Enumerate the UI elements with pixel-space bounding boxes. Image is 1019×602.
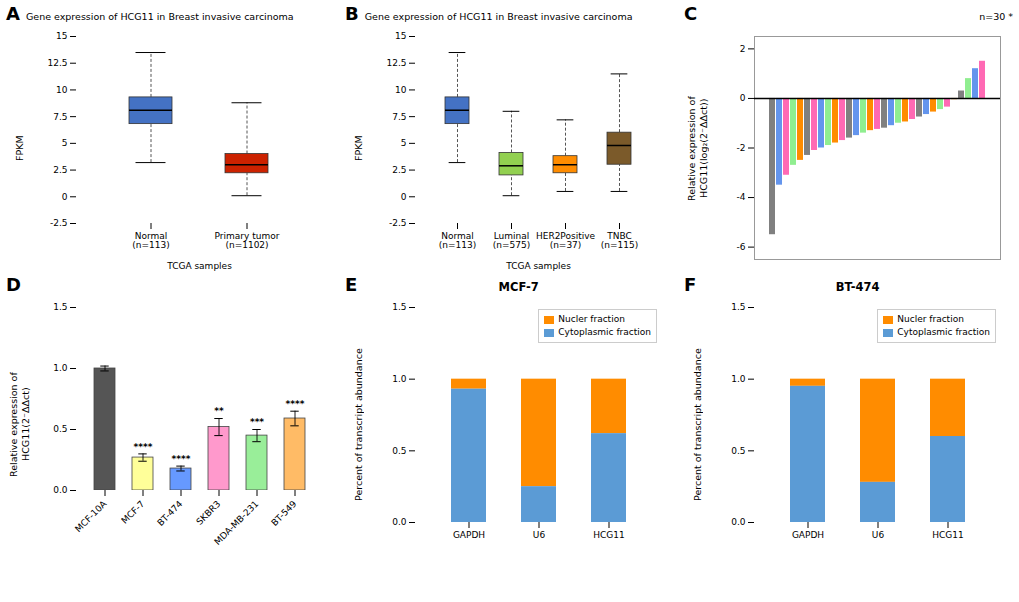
svg-text:15: 15	[56, 31, 67, 41]
svg-text:BT-549: BT-549	[269, 499, 298, 528]
svg-text:GAPDH: GAPDH	[453, 530, 485, 540]
svg-text:HCG11: HCG11	[593, 530, 624, 540]
svg-text:1.0: 1.0	[731, 374, 746, 384]
html-text:A Gene expression of HCG11 in: A Gene expression of HCG11 in Breast inv…	[6, 3, 294, 24]
svg-text:7.5: 7.5	[392, 112, 406, 122]
html-text:MCF-7: MCF-7	[498, 280, 539, 294]
svg-text:2.5: 2.5	[392, 165, 406, 175]
svg-text:0: 0	[401, 192, 407, 202]
svg-text:-2.5: -2.5	[50, 218, 68, 228]
html-text:Nucler fraction: Nucler fraction	[897, 314, 964, 324]
svg-text:1.0: 1.0	[392, 374, 407, 384]
svg-text:Primary tumor(n=1102): Primary tumor(n=1102)	[215, 231, 280, 250]
svg-text:**: **	[214, 406, 224, 416]
html-text:E: E	[345, 274, 358, 295]
svg-text:TNBC(n=115): TNBC(n=115)	[601, 231, 638, 250]
html-text:BT-474: BT-474	[835, 280, 880, 294]
svg-text:BT-474: BT-474	[155, 499, 184, 528]
html-text:FPKM: FPKM	[14, 135, 25, 162]
svg-text:2.5: 2.5	[53, 165, 67, 175]
html-text:n=30 *: n=30 *	[979, 11, 1013, 22]
svg-text:-4: -4	[737, 192, 746, 202]
svg-text:-2.5: -2.5	[389, 218, 407, 228]
svg-text:0.0: 0.0	[731, 517, 746, 527]
svg-text:1.0: 1.0	[53, 363, 68, 373]
html-text:Percent of transcript abundanc: Percent of transcript abundance	[353, 348, 364, 501]
svg-text:0.0: 0.0	[53, 485, 68, 495]
html-text:D: D	[6, 274, 21, 295]
svg-text:0.5: 0.5	[53, 424, 67, 434]
html-text:Percent of transcript abundanc: Percent of transcript abundance	[692, 348, 703, 501]
svg-text:0.0: 0.0	[392, 517, 407, 527]
html-text:FPKM: FPKM	[353, 135, 364, 162]
html-text:Relative expression of HCG11(l: Relative expression of HCG11(log₂(2⁻ΔΔct…	[686, 96, 709, 201]
svg-text:Luminal(n=575): Luminal(n=575)	[493, 231, 530, 250]
html-text:Cytoplasmic fraction: Cytoplasmic fraction	[897, 327, 990, 337]
svg-text:****: ****	[286, 399, 305, 409]
svg-text:****: ****	[172, 454, 191, 464]
svg-text:1.5: 1.5	[731, 302, 745, 312]
svg-text:0.5: 0.5	[392, 446, 406, 456]
svg-text:2: 2	[740, 44, 746, 54]
svg-text:MDA-MB-231: MDA-MB-231	[212, 499, 260, 547]
svg-text:MCF-7: MCF-7	[119, 499, 146, 526]
svg-text:15: 15	[395, 31, 406, 41]
svg-text:TCGA samples: TCGA samples	[505, 261, 571, 271]
svg-text:Normal(n=113): Normal(n=113)	[132, 231, 169, 250]
svg-text:SKBR3: SKBR3	[194, 499, 222, 527]
svg-text:0: 0	[740, 93, 746, 103]
html-text:Nucler fraction: Nucler fraction	[558, 314, 625, 324]
svg-text:12.5: 12.5	[47, 58, 67, 68]
svg-text:7.5: 7.5	[53, 112, 67, 122]
svg-text:***: ***	[250, 417, 264, 427]
svg-text:5: 5	[62, 138, 68, 148]
svg-text:5: 5	[401, 138, 407, 148]
html-text:B Gene expression of HCG11 in: B Gene expression of HCG11 in Breast inv…	[345, 3, 633, 24]
svg-text:0.5: 0.5	[731, 446, 745, 456]
svg-text:1.5: 1.5	[53, 302, 67, 312]
svg-text:U6: U6	[533, 530, 546, 540]
html-text:Relative expression of HCG11(2: Relative expression of HCG11(2⁻ΔΔct)	[8, 372, 31, 477]
svg-text:1.5: 1.5	[392, 302, 406, 312]
html-text:Cytoplasmic fraction: Cytoplasmic fraction	[558, 327, 651, 337]
svg-text:0: 0	[62, 192, 68, 202]
svg-text:12.5: 12.5	[386, 58, 406, 68]
html-text:F: F	[684, 274, 697, 295]
svg-text:GAPDH: GAPDH	[792, 530, 824, 540]
html-text:C: C	[684, 3, 698, 24]
svg-text:-2: -2	[737, 143, 746, 153]
svg-text:U6: U6	[872, 530, 885, 540]
svg-text:Normal(n=113): Normal(n=113)	[439, 231, 476, 250]
svg-text:MCF-10A: MCF-10A	[73, 498, 109, 534]
svg-text:HCG11: HCG11	[932, 530, 963, 540]
svg-text:****: ****	[134, 442, 153, 452]
svg-text:-6: -6	[737, 242, 746, 252]
svg-text:TCGA samples: TCGA samples	[166, 261, 232, 271]
svg-text:10: 10	[56, 85, 68, 95]
svg-text:HER2Positive(n=37): HER2Positive(n=37)	[536, 231, 596, 250]
svg-text:10: 10	[395, 85, 407, 95]
